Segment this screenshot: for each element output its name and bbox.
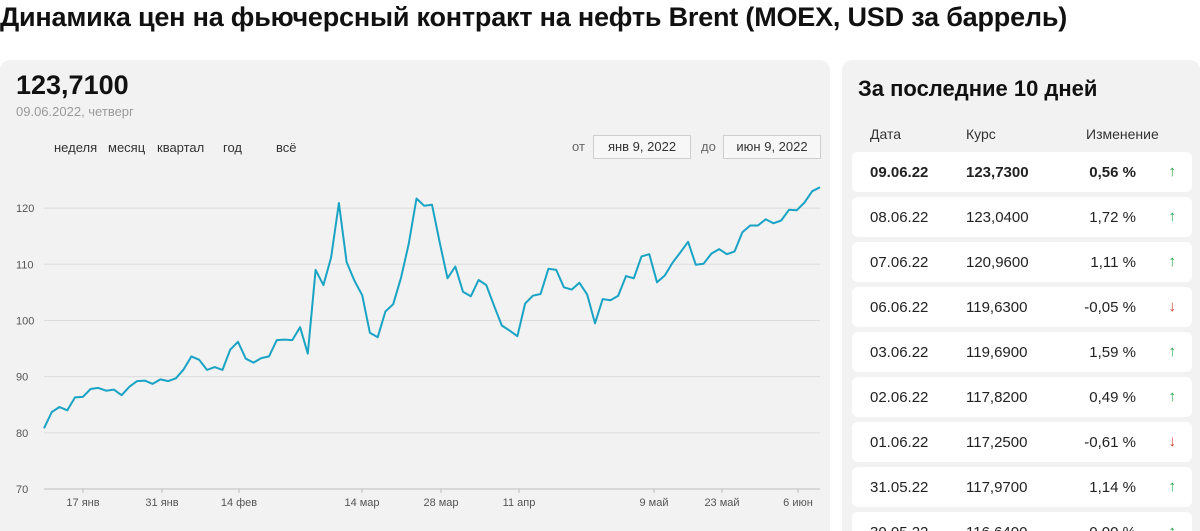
table-row[interactable]: 30.05.22 116,6400 0,00 % ↑ bbox=[852, 512, 1192, 531]
arrow-up-icon: ↑ bbox=[1169, 523, 1177, 531]
y-tick-label: 100 bbox=[16, 315, 34, 327]
date-to-input[interactable]: июн 9, 2022 bbox=[723, 135, 821, 159]
table-row[interactable]: 09.06.22 123,7300 0,56 % ↑ bbox=[852, 152, 1192, 192]
header-rate: Курс bbox=[966, 126, 996, 142]
period-all[interactable]: всё bbox=[276, 140, 297, 155]
row-date: 31.05.22 bbox=[870, 479, 929, 496]
table-row[interactable]: 02.06.22 117,8200 0,49 % ↑ bbox=[852, 377, 1192, 417]
x-tick-label: 23 май bbox=[704, 497, 739, 509]
x-tick-label: 28 мар bbox=[423, 497, 458, 509]
row-date: 02.06.22 bbox=[870, 389, 929, 406]
row-rate: 119,6300 bbox=[966, 299, 1028, 316]
row-date: 06.06.22 bbox=[870, 299, 929, 316]
current-price: 123,7100 bbox=[16, 70, 129, 100]
y-tick-label: 70 bbox=[16, 484, 28, 496]
row-rate: 116,6400 bbox=[966, 524, 1027, 531]
row-rate: 123,7300 bbox=[966, 164, 1029, 181]
last-10-days-panel: За последние 10 дней Дата Курс Изменение… bbox=[842, 60, 1200, 531]
arrow-down-icon: ↓ bbox=[1168, 298, 1177, 315]
row-change: -0,05 % bbox=[1084, 299, 1136, 316]
row-date: 30.05.22 bbox=[870, 524, 928, 531]
row-date: 08.06.22 bbox=[870, 209, 929, 226]
header-change: Изменение bbox=[1086, 126, 1159, 142]
row-rate: 120,9600 bbox=[966, 254, 1029, 271]
x-tick-label: 31 янв bbox=[145, 497, 178, 509]
table-row[interactable]: 03.06.22 119,6900 1,59 % ↑ bbox=[852, 332, 1192, 372]
period-week[interactable]: неделя bbox=[54, 140, 98, 155]
row-date: 03.06.22 bbox=[870, 344, 929, 361]
row-date: 01.06.22 bbox=[870, 434, 929, 451]
arrow-up-icon: ↑ bbox=[1168, 253, 1177, 270]
x-tick-label: 14 фев bbox=[221, 497, 257, 509]
y-tick-label: 120 bbox=[16, 203, 34, 215]
x-tick-label: 6 июн bbox=[783, 497, 813, 509]
arrow-up-icon: ↑ bbox=[1168, 208, 1177, 225]
page-title: Динамика цен на фьючерсный контракт на н… bbox=[0, 2, 1068, 32]
table-row[interactable]: 31.05.22 117,9700 1,14 % ↑ bbox=[852, 467, 1192, 507]
x-tick-label: 9 май bbox=[640, 497, 669, 509]
row-rate: 123,0400 bbox=[966, 209, 1029, 226]
y-tick-label: 90 bbox=[16, 372, 28, 384]
price-line-chart: 70 80 90 100 110 120 17 янв 31 янв 14 фев 14 мар 2… bbox=[16, 186, 821, 509]
period-month[interactable]: месяц bbox=[108, 140, 146, 155]
arrow-up-icon: ↑ bbox=[1168, 388, 1177, 405]
table-row[interactable]: 08.06.22 123,0400 1,72 % ↑ bbox=[852, 197, 1192, 237]
price-series-line bbox=[43, 186, 821, 429]
row-change: 1,59 % bbox=[1089, 344, 1136, 361]
row-date: 07.06.22 bbox=[870, 254, 929, 271]
arrow-up-icon: ↑ bbox=[1168, 163, 1177, 180]
range-to-label: до bbox=[701, 139, 716, 154]
row-change: 1,14 % bbox=[1089, 479, 1136, 496]
header-date: Дата bbox=[870, 126, 902, 142]
arrow-down-icon: ↓ bbox=[1168, 433, 1177, 450]
row-rate: 117,2500 bbox=[966, 434, 1028, 451]
row-change: 1,11 % bbox=[1090, 254, 1136, 271]
row-rate: 117,8200 bbox=[966, 389, 1028, 406]
row-change: 1,72 % bbox=[1089, 209, 1136, 226]
row-change: 0,49 % bbox=[1089, 389, 1136, 406]
table-row[interactable]: 01.06.22 117,2500 -0,61 % ↓ bbox=[852, 422, 1192, 462]
history-table: 09.06.22 123,7300 0,56 % ↑ 08.06.22 123,0400 1… bbox=[852, 152, 1192, 531]
row-rate: 117,9700 bbox=[966, 479, 1028, 496]
table-row[interactable]: 06.06.22 119,6300 -0,05 % ↓ bbox=[852, 287, 1192, 327]
side-title: За последние 10 дней bbox=[858, 76, 1098, 101]
arrow-up-icon: ↑ bbox=[1168, 478, 1177, 495]
current-date: 09.06.2022, четверг bbox=[16, 104, 134, 119]
table-row[interactable]: 07.06.22 120,9600 1,11 % ↑ bbox=[852, 242, 1192, 282]
row-date: 09.06.22 bbox=[870, 164, 929, 181]
row-change: 0,00 % bbox=[1089, 524, 1136, 531]
date-from-input[interactable]: янв 9, 2022 bbox=[593, 135, 691, 159]
arrow-up-icon: ↑ bbox=[1168, 343, 1177, 360]
x-tick-label: 17 янв bbox=[66, 497, 99, 509]
row-rate: 119,6900 bbox=[966, 344, 1028, 361]
y-tick-label: 80 bbox=[16, 428, 28, 440]
x-tick-label: 14 мар bbox=[344, 497, 379, 509]
range-from-label: от bbox=[572, 139, 585, 154]
x-tick-label: 11 апр bbox=[503, 497, 536, 509]
period-quarter[interactable]: квартал bbox=[157, 140, 205, 155]
row-change: -0,61 % bbox=[1084, 434, 1136, 451]
period-year[interactable]: год bbox=[223, 140, 242, 155]
y-tick-label: 110 bbox=[16, 259, 34, 271]
row-change: 0,56 % bbox=[1089, 164, 1136, 181]
chart-card: 123,7100 09.06.2022, четверг неделя меся… bbox=[0, 60, 830, 531]
